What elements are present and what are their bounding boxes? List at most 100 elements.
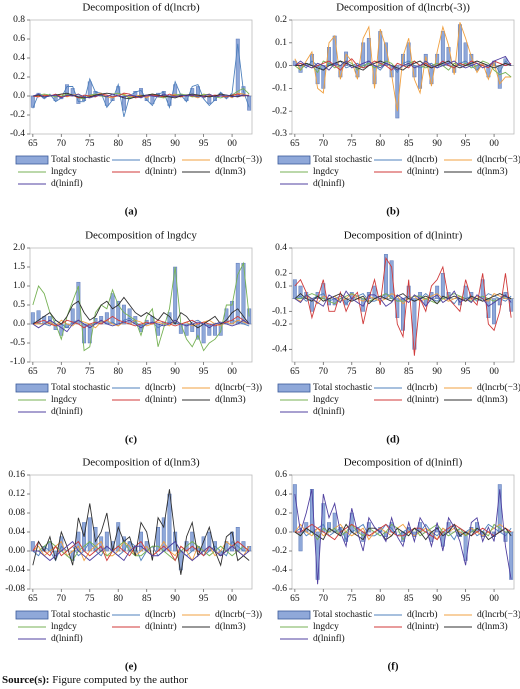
series-line	[32, 43, 250, 118]
source-label: Source(s):	[2, 674, 49, 686]
y-tick-label: -0.3	[272, 129, 287, 139]
y-tick-label: -0.4	[272, 565, 287, 575]
series-line	[32, 317, 250, 329]
y-tick-label: 0.08	[8, 508, 25, 518]
series-line	[294, 523, 512, 541]
bar	[435, 285, 440, 299]
x-tick-label: 75	[85, 367, 95, 377]
x-tick-label: 80	[113, 367, 123, 377]
legend-swatch	[277, 383, 311, 393]
bar	[30, 312, 35, 325]
x-tick-label: 00	[227, 367, 237, 377]
series-line	[294, 489, 512, 585]
bar	[184, 323, 189, 336]
chart-title: Decomposition of lngdcy	[85, 230, 197, 242]
x-tick-label: 80	[113, 594, 123, 604]
chart-title: Decomposition of d(lncrb)	[82, 2, 200, 14]
y-tick-label: -0.2	[272, 106, 287, 116]
legend-label: lngdcy	[51, 395, 77, 405]
x-tick-label: 65	[28, 367, 38, 377]
legend-label: d(lncrb(−3))	[215, 382, 262, 393]
x-tick-label: 90	[432, 594, 442, 604]
plot-frame	[291, 247, 515, 363]
panel-label: (e)	[125, 661, 138, 673]
legend-label: d(lnintr)	[145, 166, 177, 177]
legend-label: d(lnm3)	[477, 166, 508, 177]
x-tick-label: 00	[227, 594, 237, 604]
x-tick-label: 75	[347, 139, 357, 149]
x-tick-label: 75	[347, 367, 357, 377]
series-line	[294, 523, 512, 541]
y-tick-label: 0.8	[13, 15, 25, 25]
legend-label: d(lncrb)	[407, 382, 438, 393]
series-line	[32, 540, 250, 562]
x-tick-label: 85	[142, 594, 152, 604]
y-tick-label: -0.4	[272, 345, 287, 355]
x-tick-label: 70	[319, 139, 329, 149]
legend-label: lngdcy	[51, 167, 77, 177]
x-tick-label: 85	[404, 367, 414, 377]
legend-label: d(lncrb(−3))	[477, 609, 520, 620]
legend-label: d(lnintr)	[145, 621, 177, 632]
y-tick-label: -0.2	[272, 546, 287, 556]
bar	[178, 323, 183, 334]
legend-label: d(lncrb)	[145, 382, 176, 393]
legend-swatch	[15, 155, 49, 165]
bar	[156, 323, 161, 336]
bar	[201, 323, 206, 344]
chart-title: Decomposition of d(lncrb(-3))	[336, 2, 470, 14]
legend-label: Total stochastic	[313, 383, 372, 393]
legend-label: lngdcy	[313, 395, 339, 405]
series-line	[294, 293, 512, 305]
x-tick-label: 95	[199, 367, 209, 377]
x-tick-label: 00	[489, 594, 499, 604]
bar	[292, 484, 297, 533]
bar	[121, 304, 126, 325]
y-tick-label: 0.2	[275, 508, 287, 518]
series-line	[294, 55, 512, 71]
bar	[344, 51, 349, 66]
legend-label: d(lncrb)	[145, 154, 176, 165]
y-tick-label: -0.08	[5, 584, 25, 594]
series-line	[32, 489, 250, 575]
legend-label: Total stochastic	[51, 155, 110, 165]
legend-label: d(lnm3)	[215, 394, 246, 405]
legend-label: d(lncrb(−3))	[477, 154, 520, 165]
series-line	[294, 60, 512, 74]
legend-label: lngdcy	[51, 622, 77, 632]
source-text: Figure computed by the author	[52, 674, 188, 686]
legend-label: d(lninfl)	[313, 633, 345, 644]
y-tick-label: -1.0	[10, 357, 25, 367]
bar	[104, 531, 109, 552]
series-line	[32, 296, 250, 329]
bar	[332, 35, 337, 66]
legend-label: d(lnintr)	[407, 166, 439, 177]
x-tick-label: 65	[290, 594, 300, 604]
y-tick-label: 0.00	[8, 546, 25, 556]
legend-label: lngdcy	[313, 167, 339, 177]
bar	[30, 541, 35, 552]
y-tick-label: -0.1	[272, 307, 287, 317]
chart-title: Decomposition of d(lnm3)	[82, 457, 200, 469]
bar	[247, 308, 252, 325]
legend-label: Total stochastic	[51, 610, 110, 620]
x-tick-label: 65	[28, 139, 38, 149]
series-line	[294, 22, 512, 112]
series-line	[32, 540, 250, 562]
x-tick-label: 95	[199, 139, 209, 149]
y-tick-label: -0.5	[10, 338, 25, 348]
y-tick-label: 0.16	[8, 470, 25, 480]
bar	[412, 298, 417, 350]
legend-label: Total stochastic	[313, 155, 372, 165]
x-tick-label: 90	[170, 594, 180, 604]
legend-label: d(lninfl)	[51, 406, 83, 417]
series-line	[294, 523, 512, 541]
x-tick-label: 95	[461, 139, 471, 149]
series-line	[32, 319, 250, 329]
y-tick-label: 0.0	[275, 527, 287, 537]
x-tick-label: 00	[227, 139, 237, 149]
panel-label: (d)	[386, 434, 400, 446]
bar	[76, 95, 81, 104]
x-tick-label: 90	[170, 139, 180, 149]
legend-label: d(lnm3)	[477, 621, 508, 632]
